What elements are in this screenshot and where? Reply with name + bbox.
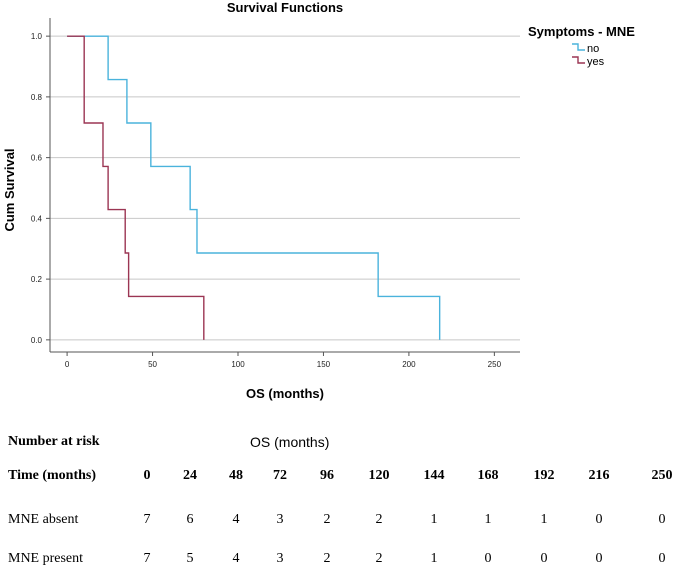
x-axis-label: OS (months) xyxy=(246,386,324,401)
risk-cell: 2 xyxy=(323,551,331,566)
risk-time-cell: 144 xyxy=(423,468,445,483)
risk-cell: 1 xyxy=(484,512,492,527)
x-tick-label: 100 xyxy=(231,360,245,369)
x-tick-label: 150 xyxy=(317,360,331,369)
risk-time-cell: 96 xyxy=(320,468,334,483)
risk-cell: 6 xyxy=(186,512,194,527)
risk-cell: 1 xyxy=(430,512,438,527)
risk-time-cell: 120 xyxy=(368,468,390,483)
survival-curve-yes xyxy=(67,35,205,340)
risk-time-cell: 192 xyxy=(533,468,555,483)
y-tick-label: 0.8 xyxy=(31,93,43,102)
risk-time-cell: 24 xyxy=(183,468,197,483)
y-tick-label: 0.4 xyxy=(31,214,43,223)
y-tick-label: 0.0 xyxy=(31,336,43,345)
risk-table-subheading: OS (months) xyxy=(250,434,330,450)
legend-label-no: no xyxy=(587,43,599,55)
risk-time-cell: 216 xyxy=(588,468,610,483)
risk-cell: 5 xyxy=(186,551,194,566)
x-tick-label: 250 xyxy=(488,360,502,369)
risk-cell: 1 xyxy=(430,551,438,566)
risk-cell: 0 xyxy=(595,551,603,566)
risk-row-label: MNE absent xyxy=(8,512,79,527)
x-tick-label: 50 xyxy=(148,360,157,369)
risk-cell: 0 xyxy=(540,551,548,566)
gridlines xyxy=(50,35,520,341)
axes: 0.0 0.2 0.4 0.6 0.8 1.0 0 50 100 150 200 250 xyxy=(31,18,520,369)
x-tick-label: 0 xyxy=(65,360,70,369)
chart-title: Survival Functions xyxy=(227,0,343,15)
risk-cell: 2 xyxy=(323,512,331,527)
risk-row-label: MNE present xyxy=(8,551,84,566)
survival-chart: 0.0 0.2 0.4 0.6 0.8 1.0 0 50 100 150 200 250 Surviv… xyxy=(2,0,635,401)
risk-cell: 7 xyxy=(143,512,151,527)
survival-curve-no xyxy=(67,35,441,340)
risk-cell: 0 xyxy=(484,551,492,566)
risk-cell: 2 xyxy=(375,512,383,527)
risk-cell: 3 xyxy=(276,512,284,527)
y-tick-label: 1.0 xyxy=(31,32,43,41)
risk-row-mne-present: MNE present 7 5 4 3 2 2 1 0 0 0 0 xyxy=(0,551,687,571)
risk-table-heading: Number at risk xyxy=(8,434,100,449)
risk-time-cell: 250 xyxy=(651,468,673,483)
y-tick-label: 0.2 xyxy=(31,275,43,284)
y-tick-label: 0.6 xyxy=(31,154,43,163)
survival-curves xyxy=(67,35,441,340)
risk-time-cell: 168 xyxy=(477,468,499,483)
risk-cell: 3 xyxy=(276,551,284,566)
risk-cell: 1 xyxy=(540,512,548,527)
risk-time-label: Time (months) xyxy=(8,468,97,483)
risk-time-row: Time (months) 0 24 48 72 96 120 144 168 … xyxy=(0,468,687,488)
risk-cell: 2 xyxy=(375,551,383,566)
risk-cell: 0 xyxy=(658,551,666,566)
legend-title: Symptoms - MNE xyxy=(528,24,635,39)
legend-swatch-yes xyxy=(572,56,585,64)
risk-row-mne-absent: MNE absent 7 6 4 3 2 2 1 1 1 0 0 xyxy=(0,512,687,532)
x-tick-label: 200 xyxy=(402,360,416,369)
risk-cell: 0 xyxy=(595,512,603,527)
risk-time-cell: 72 xyxy=(273,468,287,483)
risk-cell: 4 xyxy=(232,551,240,566)
legend-label-yes: yes xyxy=(587,56,605,68)
y-axis-label: Cum Survival xyxy=(2,148,17,231)
number-at-risk-table: Number at risk OS (months) Time (months)… xyxy=(0,430,687,573)
risk-cell: 4 xyxy=(232,512,240,527)
risk-cell: 0 xyxy=(658,512,666,527)
risk-time-cell: 0 xyxy=(143,468,151,483)
risk-time-cell: 48 xyxy=(229,468,243,483)
legend-swatch-no xyxy=(572,43,585,51)
risk-cell: 7 xyxy=(143,551,151,566)
